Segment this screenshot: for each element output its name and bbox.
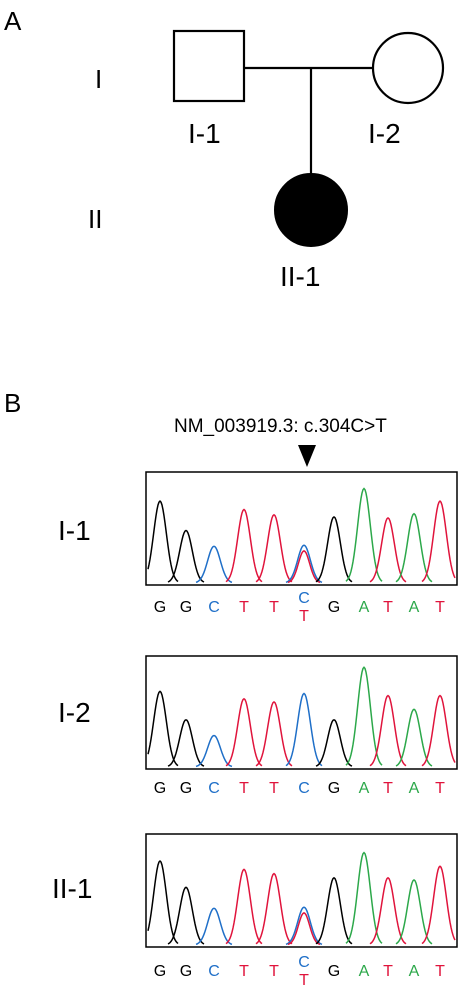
trace-peak-3-4 [225,868,263,945]
trace-peak-3-11 [421,865,456,945]
trace-label-i-2: I-2 [58,697,91,728]
chromatogram-box-ii-1 [145,833,458,948]
trace-peak-1-6 [285,544,323,583]
trace-peak-1-5 [255,513,293,583]
panel-b-letter: B [4,388,21,418]
trace-peak-3-10 [395,878,433,945]
base-call-1-7: G [328,599,340,616]
generation-i-label: I [95,64,102,94]
trace-peak-1-10 [395,512,433,583]
base-call-1-5: T [269,599,279,616]
base-call-3-6: C [298,954,310,971]
individual-i-2-female-circle [371,31,445,105]
base-call-3-7: G [328,963,340,980]
trace-peak-2-6 [285,692,323,767]
base-call-1-11: T [435,599,445,616]
base-call-2-6: C [298,780,310,797]
base-call-2-9: T [383,780,393,797]
base-call-1-8: A [359,599,370,616]
chromatogram-box-i-1 [145,471,458,586]
trace-peak-2-11 [421,694,456,767]
trace-peak-2-2 [167,718,205,767]
individual-ii-1-label: II-1 [280,261,320,292]
variant-position-arrow [298,445,316,467]
base-call-3-1: G [154,963,166,980]
base-call-1-2: G [180,599,192,616]
base-call-secondary-1: T [299,608,309,625]
trace-peak-2-5 [255,700,293,767]
base-call-2-2: G [180,780,192,797]
trace-peak-1-3 [195,545,233,584]
base-call-1-3: C [208,599,220,616]
base-call-1-4: T [239,599,249,616]
trace-peak-2-10 [395,708,433,767]
base-call-3-3: C [208,963,220,980]
trace-peak-1-11 [421,500,456,583]
trace-peak-1-7 [315,515,353,583]
base-call-1-1: G [154,599,166,616]
individual-i-2-label: I-2 [368,118,401,149]
base-call-3-10: A [409,963,420,980]
generation-ii-label: II [88,204,102,234]
base-call-2-10: A [409,780,420,797]
base-call-3-11: T [435,963,445,980]
base-call-2-8: A [359,780,370,797]
base-call-3-8: A [359,963,370,980]
trace-peak-3-7 [315,876,353,945]
base-call-secondary-3: T [299,972,309,989]
base-call-3-5: T [269,963,279,980]
base-call-2-5: T [269,780,279,797]
trace-peak-2-3 [195,734,233,768]
trace-peak-2-4 [225,697,263,767]
variant-label: NM_003919.3: c.304C>T [174,416,387,437]
trace-peak-1-8 [345,487,383,582]
trace-peak-3-2 [167,886,205,945]
trace-peak-3-1 [147,859,179,945]
trace-peak-3-6 [285,906,323,945]
trace-peak-1-9 [369,516,407,583]
trace-peak-1-2 [167,529,205,583]
chromatogram-traces [147,487,456,946]
chromatogram-box-i-2 [145,655,458,770]
individual-i-1-male-square [172,29,246,103]
trace-peak-1-1 [147,500,179,583]
base-call-2-7: G [328,780,340,797]
trace-peak-2-7 [315,718,353,767]
trace-peak-3-5 [255,872,293,945]
individual-ii-1-affected-female-circle [274,173,348,247]
base-call-1-6: C [298,590,310,607]
trace-label-ii-1: II-1 [52,873,92,904]
trace-peak-3-3 [195,907,233,946]
base-call-1-10: A [409,599,420,616]
base-call-2-3: C [208,780,220,797]
trace-peak-1-4 [225,508,263,583]
individual-i-1-label: I-1 [188,118,221,149]
trace-label-i-1: I-1 [58,515,91,546]
trace-peak-secondary-1 [287,550,321,584]
panel-a-letter: A [4,6,22,36]
trace-peak-secondary-3 [287,912,321,946]
base-call-2-4: T [239,780,249,797]
trace-peak-2-8 [345,666,383,766]
base-call-1-9: T [383,599,393,616]
base-call-2-1: G [154,780,166,797]
trace-peak-2-9 [369,694,407,767]
base-call-3-2: G [180,963,192,980]
trace-peak-2-1 [147,690,179,767]
base-call-2-11: T [435,780,445,797]
trace-peak-3-9 [369,876,407,945]
base-call-3-9: T [383,963,393,980]
trace-peak-3-8 [345,851,383,944]
base-call-3-4: T [239,963,249,980]
